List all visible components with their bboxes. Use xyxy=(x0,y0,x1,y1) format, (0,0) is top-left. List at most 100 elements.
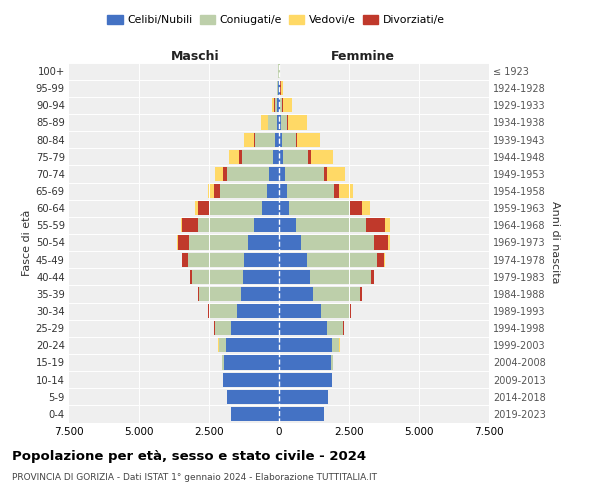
Bar xyxy=(279,252,307,266)
Bar xyxy=(296,218,366,232)
Bar xyxy=(227,167,269,181)
Text: PROVINCIA DI GORIZIA - Dati ISTAT 1° gennaio 2024 - Elaborazione TUTTITALIA.IT: PROVINCIA DI GORIZIA - Dati ISTAT 1° gen… xyxy=(12,472,377,482)
Bar xyxy=(362,201,370,215)
Bar xyxy=(262,201,279,215)
Bar xyxy=(385,218,389,232)
Bar xyxy=(224,356,279,370)
Bar xyxy=(244,132,254,146)
Bar xyxy=(178,236,190,250)
Bar xyxy=(209,304,237,318)
Bar xyxy=(350,304,351,318)
Bar xyxy=(283,150,308,164)
Bar xyxy=(208,184,214,198)
Bar xyxy=(334,184,338,198)
Bar xyxy=(199,287,241,301)
Bar xyxy=(215,321,232,335)
Bar xyxy=(188,252,244,266)
Bar xyxy=(273,150,279,164)
Bar xyxy=(279,218,296,232)
Bar xyxy=(279,287,313,301)
Legend: Celibi/Nubili, Coniugati/e, Vedovi/e, Divorziati/e: Celibi/Nubili, Coniugati/e, Vedovi/e, Di… xyxy=(103,10,449,29)
Bar xyxy=(222,356,224,370)
Bar xyxy=(287,184,334,198)
Bar xyxy=(301,236,374,250)
Bar xyxy=(192,270,242,284)
Bar xyxy=(287,116,307,130)
Bar xyxy=(360,287,362,301)
Bar xyxy=(272,98,274,112)
Bar xyxy=(338,184,353,198)
Bar xyxy=(214,184,220,198)
Bar xyxy=(350,201,362,215)
Bar xyxy=(321,304,350,318)
Bar xyxy=(279,150,283,164)
Bar xyxy=(275,132,279,146)
Bar xyxy=(269,167,279,181)
Bar xyxy=(326,167,345,181)
Bar xyxy=(277,98,279,112)
Bar xyxy=(181,218,182,232)
Bar xyxy=(281,81,283,95)
Bar xyxy=(279,407,324,421)
Bar xyxy=(279,270,310,284)
Bar xyxy=(198,218,254,232)
Bar xyxy=(279,321,326,335)
Bar xyxy=(282,132,296,146)
Bar xyxy=(190,270,192,284)
Bar xyxy=(208,304,209,318)
Text: Popolazione per età, sesso e stato civile - 2024: Popolazione per età, sesso e stato civil… xyxy=(12,450,366,463)
Bar xyxy=(308,150,311,164)
Bar xyxy=(254,218,279,232)
Bar xyxy=(241,287,279,301)
Bar xyxy=(279,390,328,404)
Bar xyxy=(279,338,332,352)
Bar xyxy=(326,321,343,335)
Bar xyxy=(254,132,255,146)
Bar xyxy=(307,252,377,266)
Bar xyxy=(267,184,279,198)
Bar xyxy=(268,116,277,130)
Bar xyxy=(219,338,226,352)
Bar xyxy=(242,150,273,164)
Bar xyxy=(232,321,279,335)
Bar xyxy=(182,218,198,232)
Bar xyxy=(310,270,371,284)
Bar xyxy=(332,338,339,352)
Bar xyxy=(229,150,239,164)
Bar xyxy=(279,132,282,146)
Bar xyxy=(280,98,283,112)
Bar xyxy=(223,372,279,386)
Bar xyxy=(275,98,277,112)
Bar xyxy=(215,167,223,181)
Bar xyxy=(297,132,320,146)
Bar xyxy=(279,356,331,370)
Bar xyxy=(220,184,267,198)
Bar xyxy=(279,167,284,181)
Bar xyxy=(195,201,198,215)
Text: Maschi: Maschi xyxy=(170,50,220,64)
Bar xyxy=(311,150,333,164)
Bar xyxy=(281,116,287,130)
Bar xyxy=(374,236,388,250)
Bar xyxy=(279,201,289,215)
Bar xyxy=(371,270,374,284)
Bar xyxy=(324,167,326,181)
Bar xyxy=(227,390,279,404)
Bar xyxy=(198,287,199,301)
Bar xyxy=(239,150,242,164)
Bar xyxy=(366,218,385,232)
Bar xyxy=(209,201,262,215)
Bar xyxy=(244,252,279,266)
Bar xyxy=(377,252,384,266)
Bar xyxy=(289,201,350,215)
Bar xyxy=(388,236,391,250)
Bar xyxy=(279,372,332,386)
Bar xyxy=(384,252,385,266)
Bar xyxy=(277,116,279,130)
Bar xyxy=(198,201,209,215)
Bar xyxy=(279,98,280,112)
Bar xyxy=(296,132,297,146)
Bar xyxy=(278,81,279,95)
Y-axis label: Anni di nascita: Anni di nascita xyxy=(550,201,560,284)
Bar xyxy=(242,270,279,284)
